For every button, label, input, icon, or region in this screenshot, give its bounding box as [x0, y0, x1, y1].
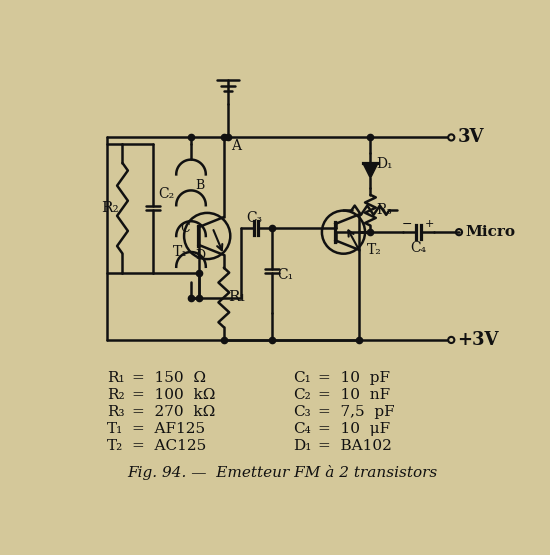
- Text: C: C: [180, 222, 190, 235]
- Text: =  10  μF: = 10 μF: [318, 422, 390, 436]
- Text: T₁: T₁: [107, 422, 123, 436]
- Text: =  BA102: = BA102: [318, 439, 392, 453]
- Text: A: A: [231, 139, 241, 153]
- Text: B: B: [196, 179, 205, 193]
- Text: D₁: D₁: [377, 158, 393, 171]
- Text: R₁: R₁: [228, 290, 246, 305]
- Text: C₃: C₃: [294, 405, 311, 420]
- Text: =  150  Ω: = 150 Ω: [132, 371, 206, 386]
- Text: C₄: C₄: [410, 240, 427, 255]
- Text: R₁: R₁: [107, 371, 125, 386]
- Text: =  270  kΩ: = 270 kΩ: [132, 405, 215, 420]
- Text: R₃: R₃: [107, 405, 125, 420]
- Text: +3V: +3V: [458, 331, 499, 349]
- Text: 3V: 3V: [458, 128, 484, 147]
- Text: D: D: [196, 249, 206, 262]
- Text: =  AC125: = AC125: [132, 439, 206, 453]
- Text: +: +: [425, 219, 435, 229]
- Text: −: −: [402, 218, 412, 231]
- Text: C₄: C₄: [294, 422, 311, 436]
- Text: C₂: C₂: [159, 188, 175, 201]
- Text: D₁: D₁: [294, 439, 312, 453]
- Text: T₂: T₂: [366, 244, 382, 258]
- Text: T₂: T₂: [107, 439, 123, 453]
- Text: C₁: C₁: [277, 268, 293, 281]
- Text: =  7,5  pF: = 7,5 pF: [318, 405, 395, 420]
- Text: Fig. 94. —  Emetteur FM à 2 transistors: Fig. 94. — Emetteur FM à 2 transistors: [126, 465, 437, 480]
- Text: =  10  nF: = 10 nF: [318, 388, 390, 402]
- Text: C₃: C₃: [246, 210, 262, 225]
- Text: =  100  kΩ: = 100 kΩ: [132, 388, 215, 402]
- Text: Micro: Micro: [465, 225, 515, 239]
- Text: R₂: R₂: [107, 388, 125, 402]
- Text: R₃: R₃: [377, 203, 393, 217]
- Text: C₁: C₁: [294, 371, 311, 386]
- Text: =  AF125: = AF125: [132, 422, 205, 436]
- Text: C₂: C₂: [294, 388, 311, 402]
- Text: =  10  pF: = 10 pF: [318, 371, 390, 386]
- Text: R₂: R₂: [101, 201, 119, 215]
- Text: T₁: T₁: [173, 245, 188, 259]
- Polygon shape: [363, 163, 378, 178]
